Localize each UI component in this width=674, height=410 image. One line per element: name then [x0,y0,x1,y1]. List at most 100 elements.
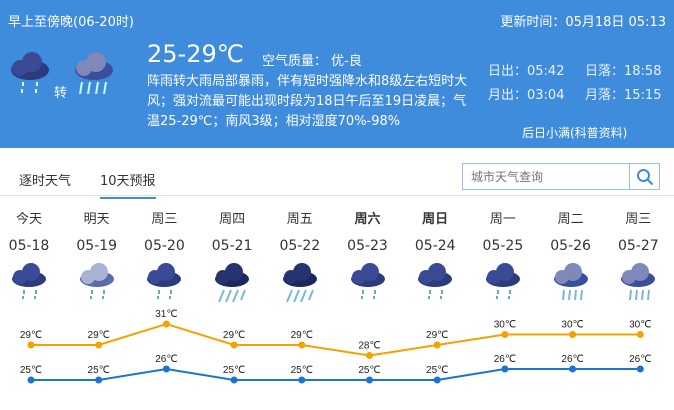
low-temp-line [31,367,641,381]
light-rain-icon [67,260,127,302]
high-temp-label: 29℃ [20,330,42,341]
day-name: 周四 [219,212,246,227]
low-temp-label: 26℃ [494,354,516,365]
day-date: 05-23 [347,238,388,254]
weather-description: 阵雨转大雨局部暴雨，伴有短时强降水和8级左右短时大风；强对流最可能出现时段为18… [147,74,468,129]
temperature-chart: 29℃ 29℃ 31℃ 29℃ 29℃ 28℃ 29℃ 30℃ 30℃ 30℃ 25℃ 25℃ 26℃ 2… [20,309,651,384]
high-temp-label: 30℃ [494,320,516,331]
low-temp-label: 26℃ [629,354,651,365]
tab-bar: 逐时天气 10天预报 [0,160,674,199]
sunset: 日落：18:58 [585,64,662,79]
day-name: 周二 [557,212,584,227]
search-icon [636,168,653,185]
low-temp-point [27,376,35,384]
day-date: 05-20 [144,238,185,254]
forecast-day: 周五 05-22 [270,208,330,302]
high-temp-label: 29℃ [291,330,313,341]
low-temp-point [230,376,238,384]
header-panel: 早上至傍晚(06-20时) 更新时间：05月18日 05:13 转 25-29℃… [0,0,674,148]
forecast-period: 早上至傍晚(06-20时) [8,15,134,30]
high-temp-label: 31℃ [155,309,177,320]
low-temp-label: 25℃ [291,365,313,376]
day-name: 明天 [83,212,110,227]
low-temp-point [298,376,306,384]
high-temp-point [95,341,103,349]
low-temp-point [636,365,644,373]
day-date: 05-22 [279,238,321,254]
moonrise: 月出：03:04 [488,88,565,103]
high-temp-label: 29℃ [426,330,448,341]
day-name: 周五 [286,212,313,227]
high-temp-line [31,322,641,357]
air-quality: 空气质量： 优-良 [262,54,362,69]
sunrise: 日出：05:42 [488,64,565,79]
tab-10-day[interactable]: 10天预报 [100,170,156,199]
shower-icon [134,260,194,302]
day-date: 05-26 [550,238,591,254]
rainstorm-icon [202,260,262,302]
high-temp-point [298,341,306,349]
solar-term-link[interactable]: 后日小满(科普资料) [522,126,628,140]
low-temp-point [366,376,373,384]
transition-label: 转 [54,86,68,101]
forecast-day: 周一 05-25 [473,208,533,302]
forecast-day: 周四 05-21 [202,208,262,302]
high-temp-label: 29℃ [223,330,245,341]
shower-icon [338,260,398,302]
shower-icon [473,260,533,302]
low-temp-label: 26℃ [561,354,583,365]
tab-hourly[interactable]: 逐时天气 [19,174,72,189]
day-date: 05-25 [482,238,524,254]
heavy-rain-icon [608,260,668,302]
high-temp-label: 30℃ [561,320,583,331]
high-temp-point [162,320,170,328]
update-time: 更新时间：05月18日 05:13 [500,15,666,30]
forecast-day: 周六 05-23 [338,208,398,302]
low-temp-label: 25℃ [88,365,110,376]
high-temp-point [501,331,509,338]
high-temp-point [27,341,35,349]
low-temp-point [162,365,170,373]
day-name: 周一 [489,212,516,227]
high-temp-label: 29℃ [88,330,110,341]
shower-icon [0,260,59,302]
forecast-day: 周三 05-27 [608,208,668,302]
day-name: 今天 [15,212,42,227]
day-name: 周三 [625,212,652,227]
moonset: 月落：15:15 [585,88,662,103]
heavy-rain-icon [541,260,601,302]
day-name: 周日 [422,212,449,227]
day-date: 05-21 [211,238,253,254]
low-temp-label: 25℃ [20,365,42,376]
low-temp-label: 25℃ [426,365,448,376]
forecast-day: 明天 05-19 [67,208,127,302]
high-temp-point [569,331,577,338]
forecast-day: 今天 05-18 [0,208,59,302]
rainstorm-icon [270,260,330,302]
low-temp-label: 25℃ [358,365,380,376]
low-temp-point [95,376,103,384]
city-search [462,163,660,190]
low-temp-point [501,365,509,373]
shower-rain-icon [11,52,49,93]
low-temp-label: 26℃ [155,354,177,365]
forecast-day: 周日 05-24 [405,208,465,302]
high-temp-label: 28℃ [358,341,380,352]
high-temp-point [230,341,238,349]
forecast-day: 周三 05-20 [134,208,194,302]
shower-icon [405,260,465,302]
day-date: 05-19 [76,238,118,254]
day-name: 周六 [354,212,381,227]
day-name: 周三 [151,212,178,227]
low-temp-point [569,365,577,373]
high-temp-point [433,341,441,349]
day-date: 05-24 [414,238,456,254]
temperature-range: 25-29℃ [147,40,244,68]
low-temp-point [433,376,441,384]
day-date: 05-18 [8,238,50,254]
search-button[interactable] [629,164,659,189]
high-temp-point [366,352,373,359]
city-search-input[interactable] [463,164,629,189]
forecast-day: 周二 05-26 [541,208,601,302]
high-temp-label: 30℃ [629,320,651,331]
